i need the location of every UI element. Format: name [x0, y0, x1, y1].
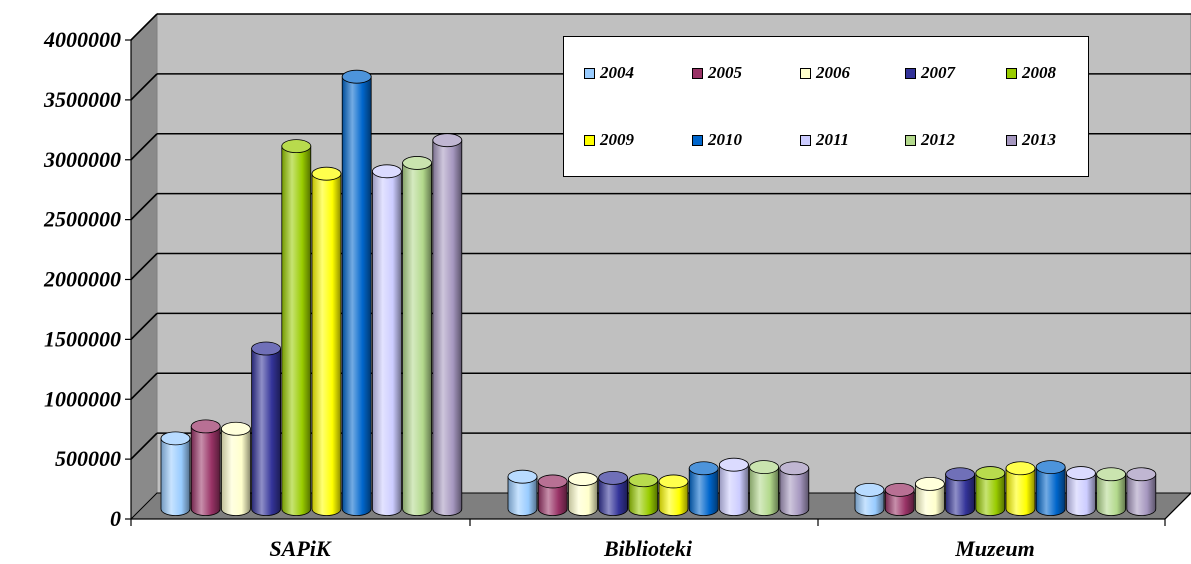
legend-swatch [692, 134, 703, 146]
legend: 2004 2005 2006 2007 2008 2009 2010 2011 2012 2013 [563, 36, 1089, 177]
legend-label: 2012 [921, 130, 955, 149]
bar-biblioteki-2004 [507, 469, 538, 516]
bar-biblioteki-2006 [568, 472, 598, 516]
y-tick-label: 3000000 [43, 147, 121, 172]
x-axis-labels: SAPiK Biblioteki Muzeum [269, 536, 1034, 561]
bar-sapik-2011 [371, 164, 402, 516]
y-tick-label: 4000000 [43, 27, 121, 52]
legend-label: 2004 [600, 63, 634, 82]
y-tick-label: 1000000 [44, 386, 121, 411]
legend-label: 2007 [921, 63, 955, 82]
legend-swatch [905, 134, 916, 146]
legend-label: 2009 [600, 130, 634, 149]
bar-sapik-2007 [251, 341, 282, 516]
legend-label: 2011 [816, 130, 850, 149]
bar-biblioteki-2013 [779, 461, 810, 516]
legend-item-2011: 2011 [800, 130, 849, 150]
legend-label: 2010 [708, 130, 742, 149]
legend-swatch [1006, 67, 1017, 79]
gridline-side [130, 133, 158, 161]
bar-sapik-2013 [432, 133, 463, 516]
bar-muzeum-2012 [1096, 467, 1126, 516]
legend-label: 2006 [816, 63, 850, 82]
legend-item-2010: 2010 [692, 130, 742, 150]
legend-swatch [800, 134, 811, 146]
bar-biblioteki-2011 [719, 457, 749, 516]
legend-swatch [692, 67, 703, 79]
legend-label: 2005 [708, 63, 742, 82]
bar-biblioteki-2005 [537, 474, 568, 516]
legend-swatch [1006, 134, 1017, 146]
legend-swatch [584, 134, 595, 146]
y-axis-ticks: 0 500000 1000000 1500000 2000000 2500000 30000… [43, 27, 1166, 531]
legend-item-2013: 2013 [1006, 130, 1056, 150]
bar-sapik-2009 [311, 166, 342, 516]
bar-biblioteki-2012 [749, 460, 779, 516]
legend-item-2005: 2005 [692, 63, 742, 83]
y-tick-label: 2000000 [43, 267, 121, 292]
gridline-side [130, 13, 158, 41]
legend-label: 2013 [1022, 130, 1056, 149]
y-tick-label: 1500000 [44, 326, 121, 351]
bar-muzeum-2008 [975, 466, 1006, 516]
y-tick-label: 0 [110, 506, 121, 531]
legend-item-2007: 2007 [905, 63, 955, 83]
legend-item-2012: 2012 [905, 130, 955, 150]
bar-sapik-2004 [160, 431, 191, 516]
x-category-label: Muzeum [954, 536, 1034, 561]
gridline-side [130, 372, 158, 400]
legend-swatch [905, 67, 916, 79]
bar-muzeum-2013 [1126, 467, 1157, 516]
gridline-side [130, 432, 158, 460]
bar-muzeum-2011 [1066, 466, 1096, 516]
bar-sapik-2008 [281, 139, 312, 516]
y-tick-label: 3500000 [43, 87, 121, 112]
x-category-label: Biblioteki [603, 536, 693, 561]
bar-sapik-2006 [220, 421, 251, 516]
x-axis-edge [1164, 492, 1191, 520]
bar-muzeum-2005 [884, 482, 915, 516]
bar-muzeum-2010 [1035, 460, 1066, 516]
legend-swatch [584, 67, 595, 79]
bar-biblioteki-2010 [688, 461, 719, 516]
y-tick-label: 500000 [55, 446, 121, 471]
bar-sapik-2012 [402, 156, 433, 516]
legend-item-2009: 2009 [584, 130, 634, 150]
bar-biblioteki-2009 [658, 474, 689, 516]
bar-sapik-2005 [190, 419, 221, 516]
bar-sapik-2010 [341, 69, 372, 516]
gridline-side [130, 73, 158, 101]
gridline-side [130, 312, 158, 340]
bar-muzeum-2007 [945, 467, 975, 516]
bar-muzeum-2006 [915, 476, 945, 516]
gridline-side [130, 252, 158, 281]
gridline-side [130, 193, 158, 221]
legend-swatch [800, 67, 811, 79]
bars [160, 69, 1157, 516]
legend-label: 2008 [1022, 63, 1056, 82]
bar-biblioteki-2007 [598, 470, 628, 516]
legend-item-2004: 2004 [584, 63, 634, 83]
legend-item-2006: 2006 [800, 63, 850, 83]
bar-biblioteki-2008 [628, 473, 659, 516]
bar-muzeum-2009 [1005, 461, 1036, 516]
x-category-label: SAPiK [269, 536, 331, 561]
legend-item-2008: 2008 [1006, 63, 1056, 83]
y-tick-label: 2500000 [43, 207, 121, 232]
bar-muzeum-2004 [854, 482, 885, 516]
